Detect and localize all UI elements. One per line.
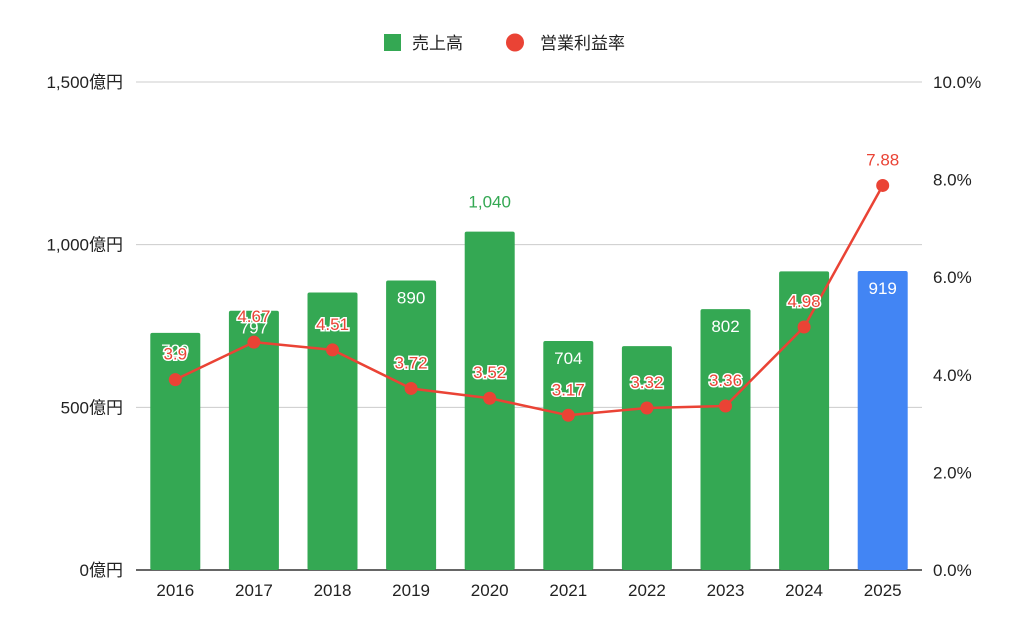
y-left-tick-label: 0億円: [80, 561, 123, 580]
bar-2016: [150, 332, 201, 570]
bar-value-label: 890: [397, 288, 425, 307]
margin-value-label: 3.36: [709, 371, 742, 390]
margin-point-2017: [247, 335, 261, 349]
y-left-tick-label: 500億円: [61, 398, 123, 417]
margin-point-2018: [326, 343, 339, 357]
y-left-tick-label: 1,000億円: [46, 236, 123, 255]
margin-value-label: 3.52: [473, 363, 506, 382]
x-tick-label: 2024: [785, 581, 823, 600]
sales-bars: [150, 231, 908, 571]
y-right-tick-label: 4.0%: [933, 366, 972, 385]
margin-value-label: 3.32: [630, 373, 663, 392]
x-tick-label: 2019: [392, 581, 430, 600]
x-tick-label: 2018: [314, 581, 352, 600]
x-tick-label: 2025: [864, 581, 902, 600]
margin-value-label: 4.98: [788, 292, 821, 311]
y-right-tick-label: 10.0%: [933, 73, 981, 92]
legend-swatch-sales: [384, 34, 401, 51]
margin-point-2024: [797, 320, 811, 334]
bar-2023: [700, 309, 751, 570]
margin-line: [168, 178, 890, 422]
margin-point-2023: [719, 399, 732, 413]
x-tick-label: 2022: [628, 581, 666, 600]
margin-value-label: 3.9: [163, 345, 187, 364]
bar-2018: [307, 292, 358, 570]
x-tick-label: 2016: [156, 581, 194, 600]
margin-value-label: 7.88: [866, 150, 899, 169]
bar-value-label: 797: [240, 319, 268, 338]
margin-line-path: [174, 184, 884, 417]
x-tick-label: 2021: [549, 581, 587, 600]
margin-value-label: 4.67: [237, 307, 270, 326]
y-right-tick-label: 0.0%: [933, 561, 972, 580]
bar-value-label: 729: [161, 341, 189, 360]
legend-label-sales: 売上高: [412, 34, 463, 53]
bar-2024: [779, 271, 830, 570]
margin-point-2016: [168, 373, 182, 387]
margin-value-label: 3.17: [552, 380, 585, 399]
bar-2022: [621, 346, 672, 570]
legend-swatch-margin: [506, 33, 524, 52]
margin-value-label: 3.72: [395, 353, 428, 372]
legend-label-margin: 営業利益率: [540, 34, 625, 53]
bar-2019: [386, 280, 437, 570]
margin-point-2020: [483, 391, 497, 405]
margin-point-2022: [640, 401, 654, 415]
x-axis-labels: 2016 2017 2018 2019 2020 2021 2022 2023 2024 2025: [156, 581, 901, 600]
margin-value-label: 4.51: [316, 315, 349, 334]
left-axis-labels: 0億円 500億円 1,000億円 1,500億円: [46, 73, 123, 580]
bar-2017: [228, 310, 279, 570]
y-left-tick-label: 1,500億円: [46, 73, 123, 92]
x-tick-label: 2023: [707, 581, 745, 600]
bar-value-label: 802: [711, 317, 739, 336]
x-tick-label: 2020: [471, 581, 509, 600]
margin-point-2021: [561, 408, 575, 422]
x-tick-label: 2017: [235, 581, 273, 600]
bar-value-label: 704: [554, 349, 582, 368]
margin-point-2025: [876, 178, 890, 192]
legend: 売上高 営業利益率: [384, 33, 625, 53]
margin-point-2019: [404, 381, 418, 395]
y-right-tick-label: 2.0%: [933, 463, 972, 482]
bar-value-label: 1,040: [468, 193, 511, 212]
data-labels: 729 797 890 1,040 704 802 919 3.9 4.67 4.51 3.72 3.…: [161, 149, 901, 401]
bar-2025: [857, 271, 908, 570]
right-axis-labels: 0.0% 2.0% 4.0% 6.0% 8.0% 10.0%: [933, 73, 981, 580]
y-right-tick-label: 8.0%: [933, 171, 972, 190]
bar-2021: [543, 340, 594, 570]
y-right-tick-label: 6.0%: [933, 268, 972, 287]
bar-value-label: 919: [869, 279, 897, 298]
